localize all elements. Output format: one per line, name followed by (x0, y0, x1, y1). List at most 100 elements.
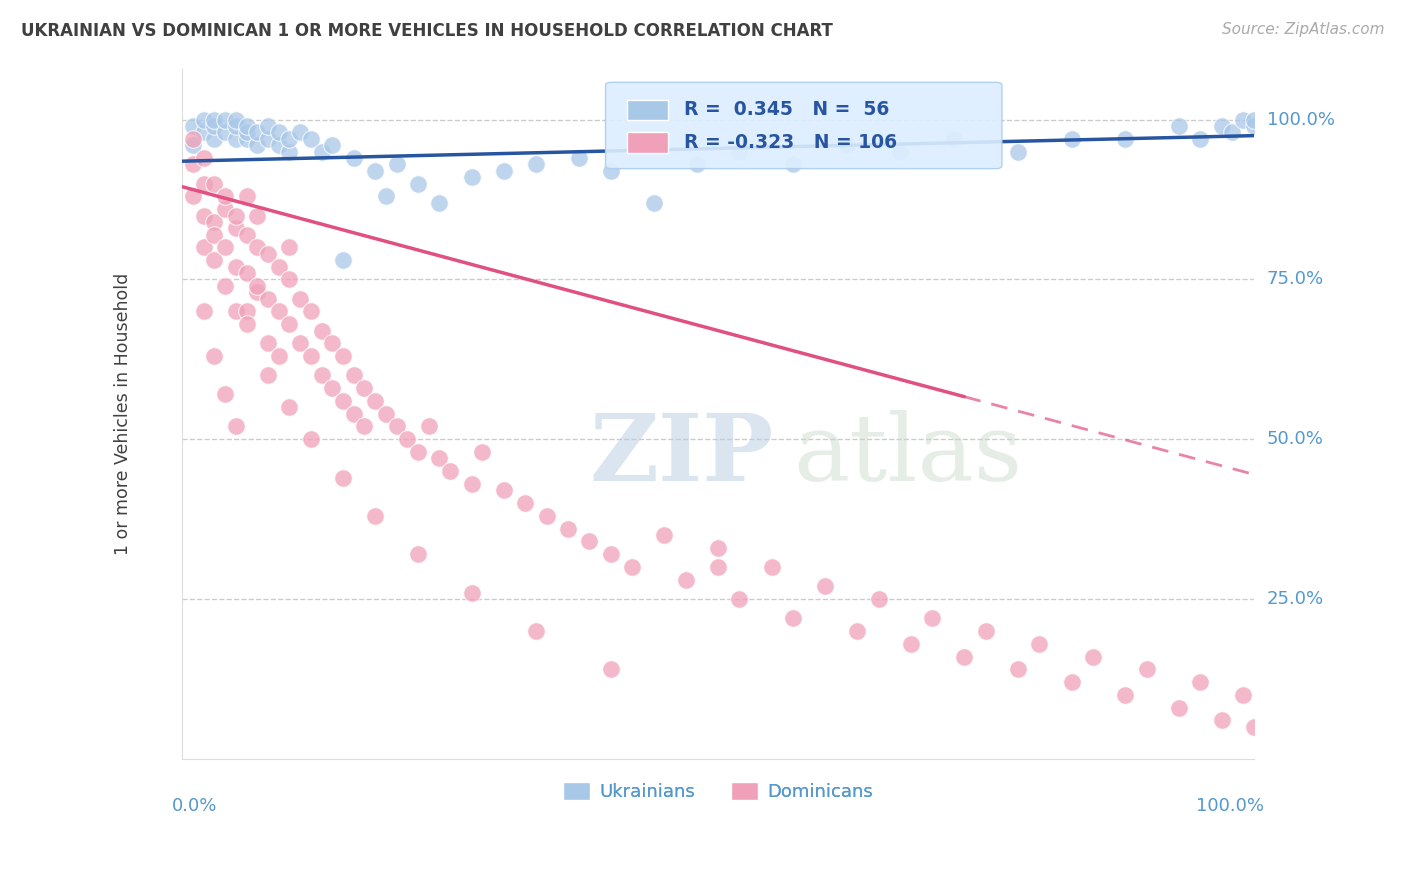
Point (385, 157, 408, 171)
Point (332, 349, 354, 363)
Text: 50.0%: 50.0% (1267, 430, 1323, 448)
Text: atlas: atlas (793, 410, 1022, 500)
Point (578, 534, 600, 549)
Point (181, 189, 204, 203)
Point (1243, 112, 1265, 127)
Point (621, 560, 644, 574)
Point (782, 611, 804, 625)
Point (321, 138, 343, 153)
Point (492, 483, 515, 498)
Point (225, 260, 247, 274)
Point (1220, 125, 1243, 139)
Point (364, 508, 387, 523)
Point (406, 177, 429, 191)
Point (343, 368, 366, 383)
Point (974, 624, 997, 638)
Point (181, 138, 204, 153)
Text: 25.0%: 25.0% (1267, 590, 1323, 608)
Point (246, 209, 269, 223)
Point (707, 560, 730, 574)
Point (343, 407, 366, 421)
Text: ZIP: ZIP (589, 410, 773, 500)
Point (536, 508, 558, 523)
Point (235, 189, 257, 203)
Point (204, 349, 226, 363)
Point (235, 266, 257, 280)
Point (1189, 675, 1212, 690)
Point (299, 349, 322, 363)
Point (599, 547, 621, 561)
Point (761, 560, 783, 574)
Point (181, 132, 204, 146)
FancyBboxPatch shape (627, 100, 668, 120)
Point (193, 125, 215, 139)
Point (278, 145, 301, 159)
Point (225, 112, 247, 127)
Point (492, 163, 515, 178)
Point (193, 240, 215, 254)
Point (332, 253, 354, 268)
Point (396, 432, 419, 446)
Point (429, 451, 451, 466)
Point (1167, 119, 1189, 133)
Point (246, 125, 269, 139)
Point (267, 260, 290, 274)
Point (214, 387, 236, 401)
Point (267, 349, 290, 363)
Point (1114, 132, 1136, 146)
Point (353, 381, 375, 395)
Point (225, 221, 247, 235)
Point (1114, 688, 1136, 702)
Point (889, 145, 911, 159)
Point (385, 419, 408, 434)
Point (235, 317, 257, 331)
Point (225, 304, 247, 318)
Point (1211, 714, 1233, 728)
Point (278, 240, 301, 254)
Point (204, 253, 226, 268)
Point (181, 157, 204, 171)
Point (214, 202, 236, 216)
Text: R = -0.323   N = 106: R = -0.323 N = 106 (683, 133, 897, 152)
Point (246, 240, 269, 254)
Point (193, 177, 215, 191)
Point (257, 292, 280, 306)
Point (311, 145, 333, 159)
Point (257, 368, 280, 383)
Point (299, 132, 322, 146)
Point (1232, 688, 1254, 702)
Point (257, 119, 280, 133)
Point (406, 547, 429, 561)
Text: UKRAINIAN VS DOMINICAN 1 OR MORE VEHICLES IN HOUSEHOLD CORRELATION CHART: UKRAINIAN VS DOMINICAN 1 OR MORE VEHICLE… (21, 22, 832, 40)
FancyBboxPatch shape (627, 132, 668, 153)
Point (599, 662, 621, 676)
Point (568, 151, 591, 165)
Text: 100.0%: 100.0% (1197, 797, 1264, 814)
Point (1007, 145, 1029, 159)
Point (685, 157, 707, 171)
Point (846, 624, 869, 638)
Point (332, 393, 354, 408)
Point (193, 151, 215, 165)
Point (524, 624, 547, 638)
Point (290, 292, 312, 306)
Point (418, 419, 440, 434)
Point (868, 592, 890, 607)
Point (814, 579, 837, 593)
Point (942, 132, 965, 146)
Point (214, 278, 236, 293)
Point (214, 240, 236, 254)
Point (246, 285, 269, 300)
Point (353, 419, 375, 434)
Point (204, 215, 226, 229)
Point (364, 163, 387, 178)
Point (1028, 637, 1050, 651)
Point (374, 407, 396, 421)
Point (257, 336, 280, 351)
Point (299, 304, 322, 318)
Point (321, 336, 343, 351)
Point (321, 381, 343, 395)
Legend: Ukrainians, Dominicans: Ukrainians, Dominicans (555, 774, 880, 808)
Point (214, 112, 236, 127)
Point (782, 157, 804, 171)
